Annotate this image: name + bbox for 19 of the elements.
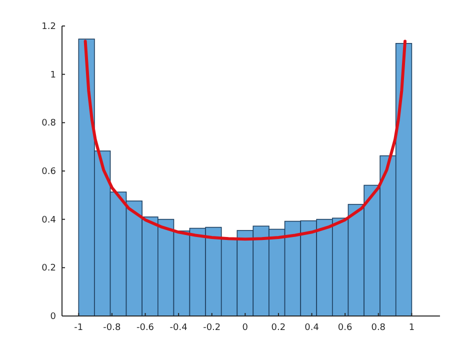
y-tick-label: 1.2 [42,22,56,32]
y-tick-label: 0.2 [42,264,56,274]
x-tick-label: -1 [74,323,84,333]
y-tick-label: 0 [50,312,56,322]
x-tick-label: -0.4 [170,323,188,333]
x-tick-label: -0.8 [103,323,122,333]
x-tick-label: -0.6 [136,323,154,333]
line-series [84,40,407,241]
x-tick-label: 1 [408,323,415,333]
x-tick-label: 0.2 [271,323,286,333]
x-tick-label: 0 [242,323,248,333]
y-tick-label: 0.6 [42,167,56,177]
y-tick-label: 0.4 [42,215,56,226]
x-tick-label: 0.8 [371,323,386,333]
y-tick-label: 0.8 [42,118,56,129]
x-tick-label: 0.6 [338,323,353,333]
y-tick-label: 1 [50,70,56,80]
x-tick-label: 0.4 [304,323,320,333]
x-tick-label: -0.2 [203,323,221,333]
